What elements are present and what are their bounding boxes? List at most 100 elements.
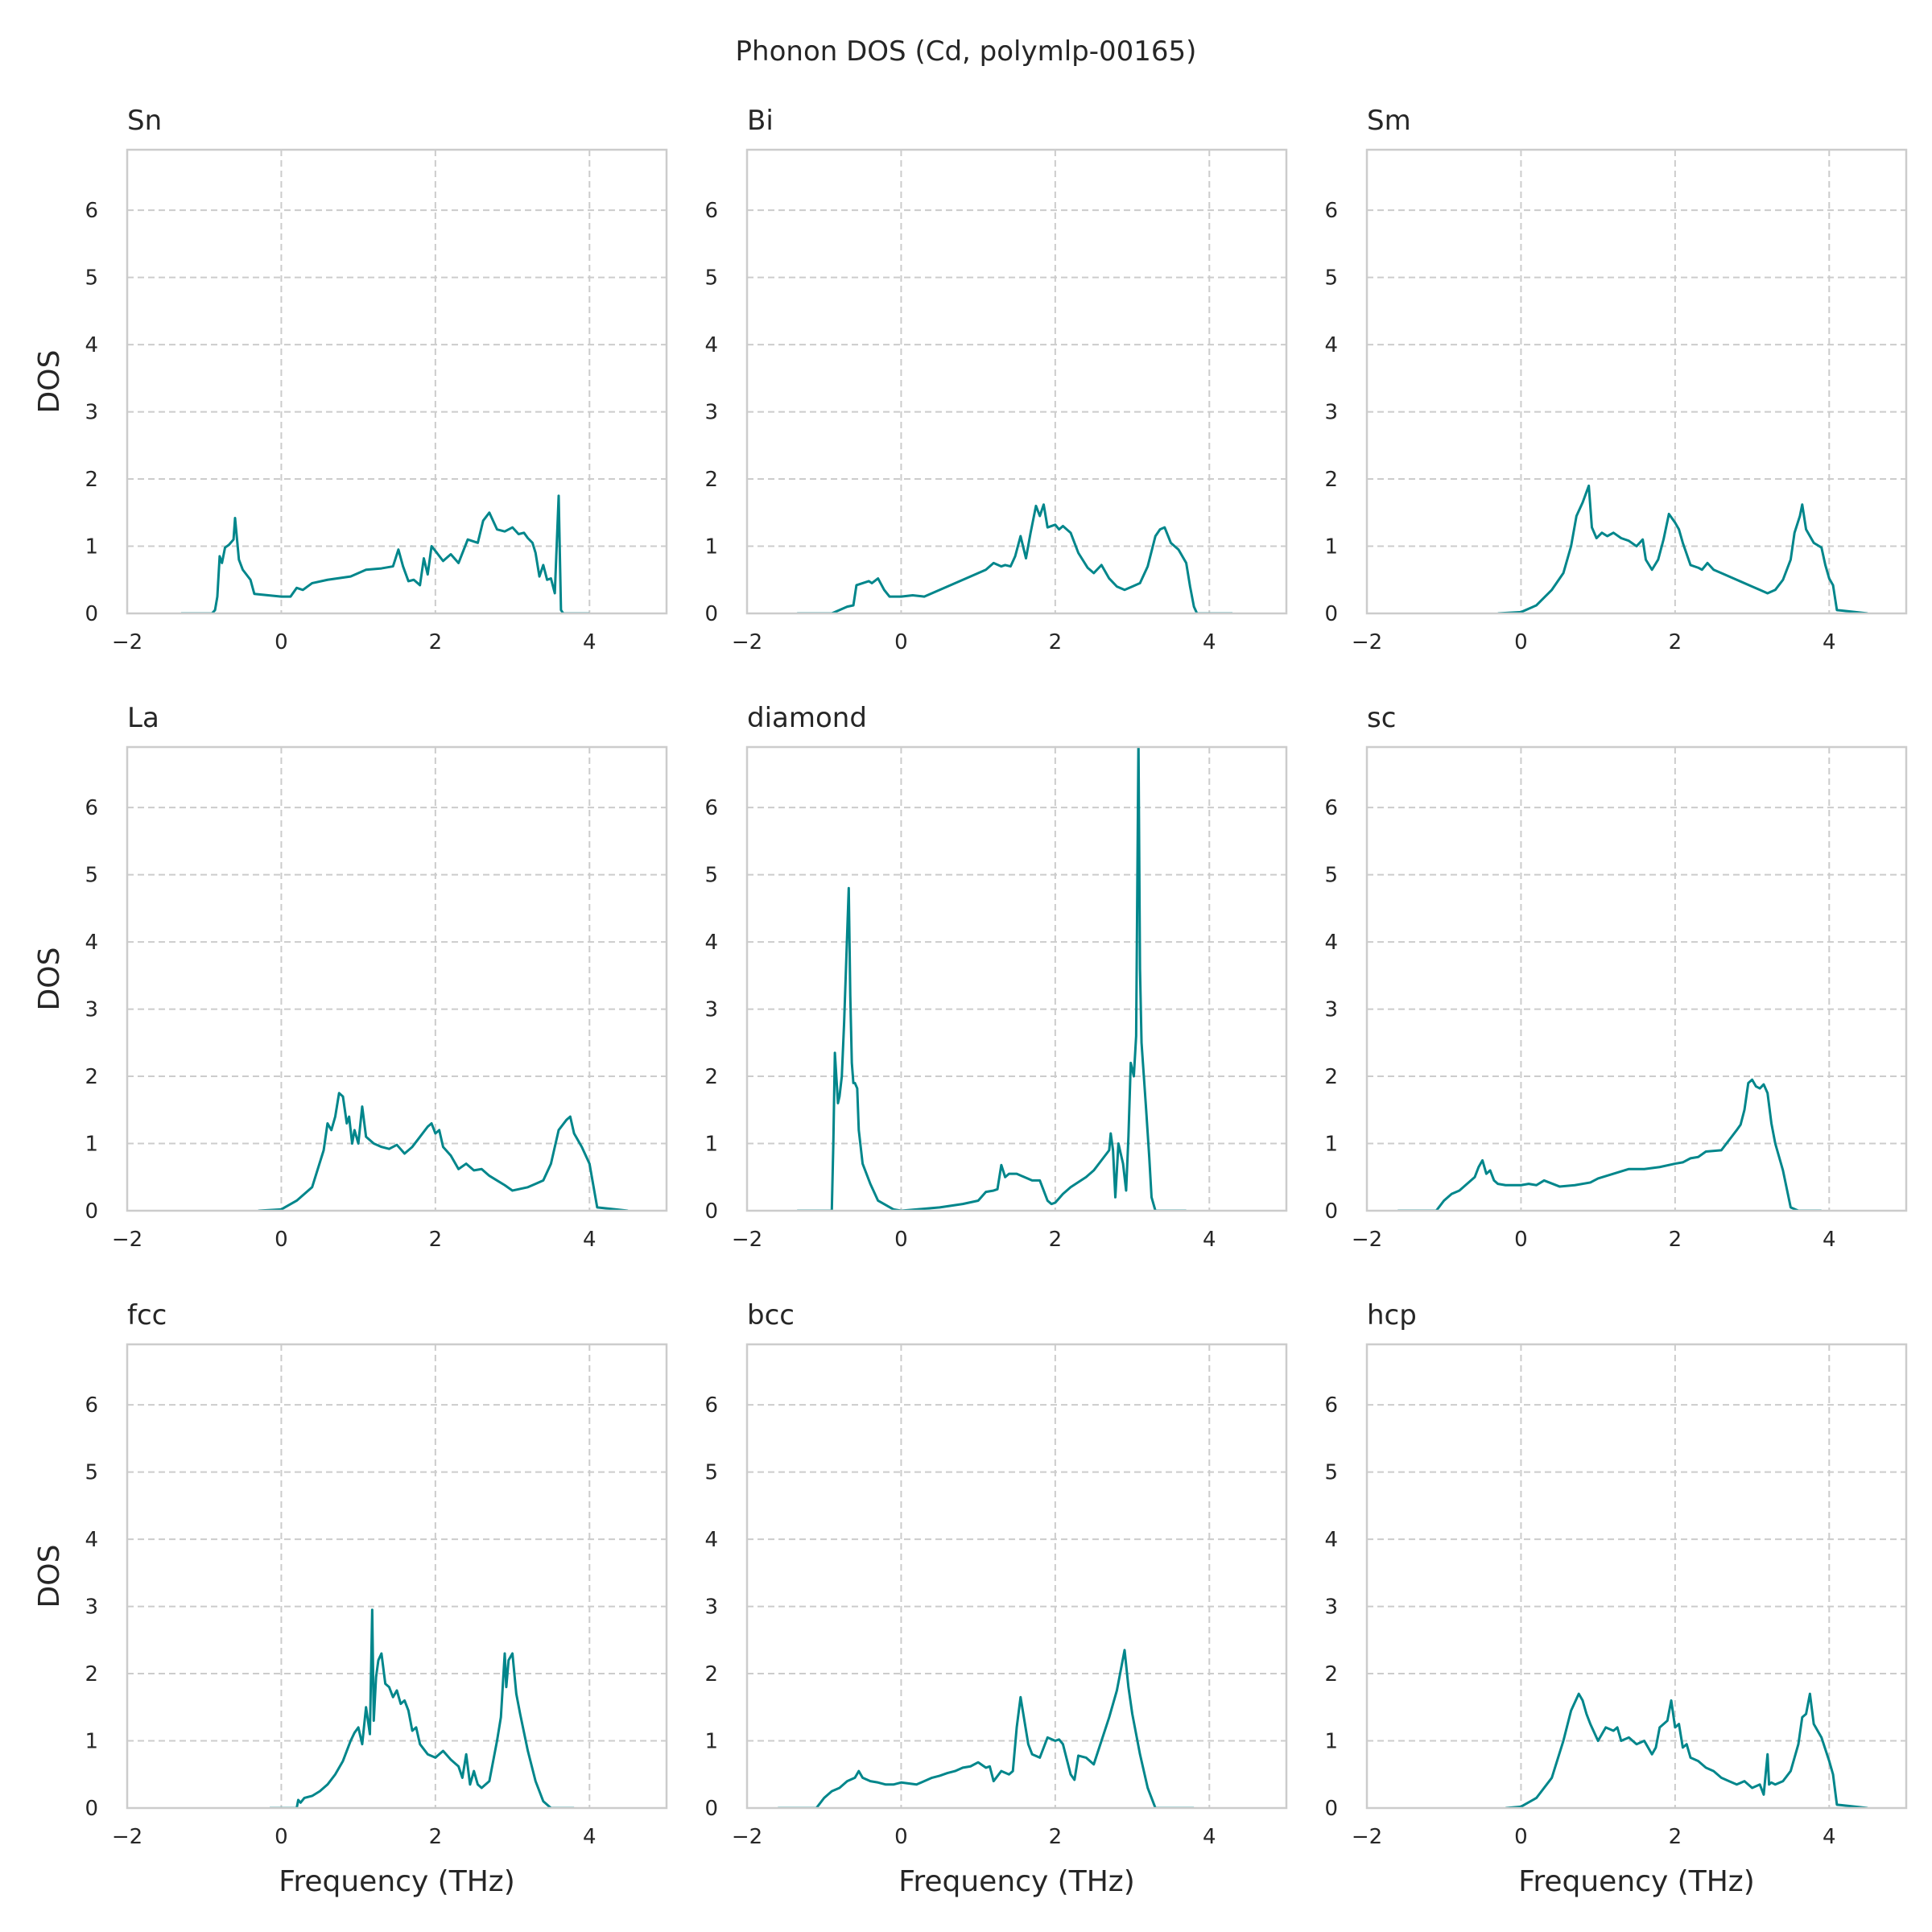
y-axis-label: DOS xyxy=(33,1545,66,1608)
y-tick-label: 1 xyxy=(1324,1133,1338,1157)
y-tick-label: 6 xyxy=(1324,796,1338,820)
x-axis-label: Frequency (THz) xyxy=(1518,1865,1754,1898)
y-tick-label: 0 xyxy=(85,1199,98,1224)
x-tick-label: −2 xyxy=(732,1825,762,1849)
y-tick-label: 5 xyxy=(704,266,718,291)
y-tick-label: 5 xyxy=(85,266,98,291)
y-tick-label: 5 xyxy=(704,1461,718,1485)
y-tick-label: 3 xyxy=(85,401,98,425)
y-tick-label: 5 xyxy=(704,864,718,888)
panel-fcc: −2 0 2 4 0 1 2 3 4 5 6 fcc DOS Frequency (THz) xyxy=(33,1299,668,1898)
plot-frame xyxy=(1365,1343,1908,1810)
y-tick-label: 5 xyxy=(1324,1461,1338,1485)
x-tick-label: 4 xyxy=(583,1825,597,1849)
y-tick-label: 2 xyxy=(704,1065,718,1089)
panel-sn: −2 0 2 4 0 1 2 3 4 5 6 Sn DOS xyxy=(33,105,668,654)
panel-title: hcp xyxy=(1367,1299,1417,1331)
x-tick-label: −2 xyxy=(1352,1228,1382,1252)
y-tick-label: 6 xyxy=(704,199,718,223)
plot-frame xyxy=(126,745,668,1212)
y-tick-label: 1 xyxy=(1324,535,1338,559)
dos-series-line xyxy=(181,494,590,613)
y-tick-label: 4 xyxy=(704,333,718,357)
y-tick-label: 0 xyxy=(704,1199,718,1224)
y-tick-label: 3 xyxy=(1324,1596,1338,1620)
y-tick-label: 4 xyxy=(1324,333,1338,357)
y-tick-label: 0 xyxy=(85,1797,98,1821)
dos-series-line xyxy=(778,1649,1195,1808)
x-tick-label: 0 xyxy=(275,1228,288,1252)
y-tick-label: 6 xyxy=(704,796,718,820)
dos-series-line xyxy=(1505,1692,1868,1808)
x-tick-label: 4 xyxy=(1823,630,1836,654)
panel-bcc: −2 0 2 4 0 1 2 3 4 5 6 bcc Frequency (THz) xyxy=(704,1299,1288,1898)
panel-title: Bi xyxy=(747,105,774,137)
x-tick-label: 2 xyxy=(1049,1228,1063,1252)
x-tick-label: 2 xyxy=(429,630,443,654)
panel-title: bcc xyxy=(747,1299,795,1331)
figure-title: Phonon DOS (Cd, polymlp-00165) xyxy=(736,35,1197,68)
x-tick-label: −2 xyxy=(112,630,142,654)
y-tick-label: 4 xyxy=(85,333,98,357)
dos-series-line xyxy=(797,503,1232,613)
x-tick-label: −2 xyxy=(1352,1825,1382,1849)
x-tick-label: −2 xyxy=(112,1228,142,1252)
y-tick-label: 1 xyxy=(85,1730,98,1754)
dos-series-line xyxy=(797,747,1187,1211)
y-tick-label: 1 xyxy=(704,1133,718,1157)
plot-frame xyxy=(1365,148,1908,615)
y-tick-label: 0 xyxy=(704,1797,718,1821)
plot-frame xyxy=(126,148,668,615)
y-tick-label: 3 xyxy=(704,998,718,1022)
y-tick-label: 3 xyxy=(85,1596,98,1620)
panel-title: diamond xyxy=(747,702,867,734)
y-axis-label: DOS xyxy=(33,947,66,1011)
x-tick-label: 2 xyxy=(429,1825,443,1849)
y-tick-label: 4 xyxy=(704,931,718,955)
y-tick-label: 5 xyxy=(85,864,98,888)
panel-title: La xyxy=(127,702,159,734)
x-tick-label: 2 xyxy=(429,1228,443,1252)
panel-title: fcc xyxy=(127,1299,167,1331)
x-tick-label: 0 xyxy=(1514,1228,1528,1252)
y-tick-label: 1 xyxy=(85,535,98,559)
x-tick-label: 0 xyxy=(1514,1825,1528,1849)
y-tick-label: 6 xyxy=(85,796,98,820)
y-tick-label: 0 xyxy=(1324,1199,1338,1224)
y-tick-label: 3 xyxy=(1324,998,1338,1022)
dos-series-line xyxy=(1497,484,1868,613)
x-tick-label: 2 xyxy=(1669,1228,1682,1252)
x-tick-label: 4 xyxy=(583,1228,597,1252)
y-tick-label: 1 xyxy=(704,535,718,559)
dos-series-line xyxy=(270,1608,575,1808)
x-tick-label: 2 xyxy=(1049,1825,1063,1849)
x-tick-label: 0 xyxy=(1514,630,1528,654)
x-tick-label: 2 xyxy=(1669,1825,1682,1849)
y-tick-label: 2 xyxy=(1324,1662,1338,1686)
y-tick-label: 0 xyxy=(1324,1797,1338,1821)
y-tick-label: 0 xyxy=(85,602,98,626)
x-tick-label: 4 xyxy=(1203,1228,1216,1252)
x-axis-label: Frequency (THz) xyxy=(898,1865,1134,1898)
y-tick-label: 1 xyxy=(704,1730,718,1754)
plot-frame xyxy=(745,745,1288,1212)
y-tick-label: 4 xyxy=(1324,1528,1338,1552)
x-tick-label: −2 xyxy=(732,630,762,654)
panel-bi: −2 0 2 4 0 1 2 3 4 5 6 Bi xyxy=(704,105,1288,654)
y-tick-label: 2 xyxy=(85,468,98,492)
y-tick-label: 6 xyxy=(85,199,98,223)
plot-frame xyxy=(1365,745,1908,1212)
x-tick-label: 4 xyxy=(1823,1228,1836,1252)
plot-frame xyxy=(126,1343,668,1810)
y-tick-label: 5 xyxy=(1324,864,1338,888)
y-tick-label: 4 xyxy=(704,1528,718,1552)
y-tick-label: 3 xyxy=(704,1596,718,1620)
y-axis-label: DOS xyxy=(33,350,66,414)
x-tick-label: −2 xyxy=(1352,630,1382,654)
y-tick-label: 0 xyxy=(704,602,718,626)
y-tick-label: 3 xyxy=(1324,401,1338,425)
panel-hcp: −2 0 2 4 0 1 2 3 4 5 6 hcp Frequency (THz) xyxy=(1324,1299,1908,1898)
x-tick-label: 0 xyxy=(894,1228,908,1252)
y-tick-label: 6 xyxy=(1324,199,1338,223)
